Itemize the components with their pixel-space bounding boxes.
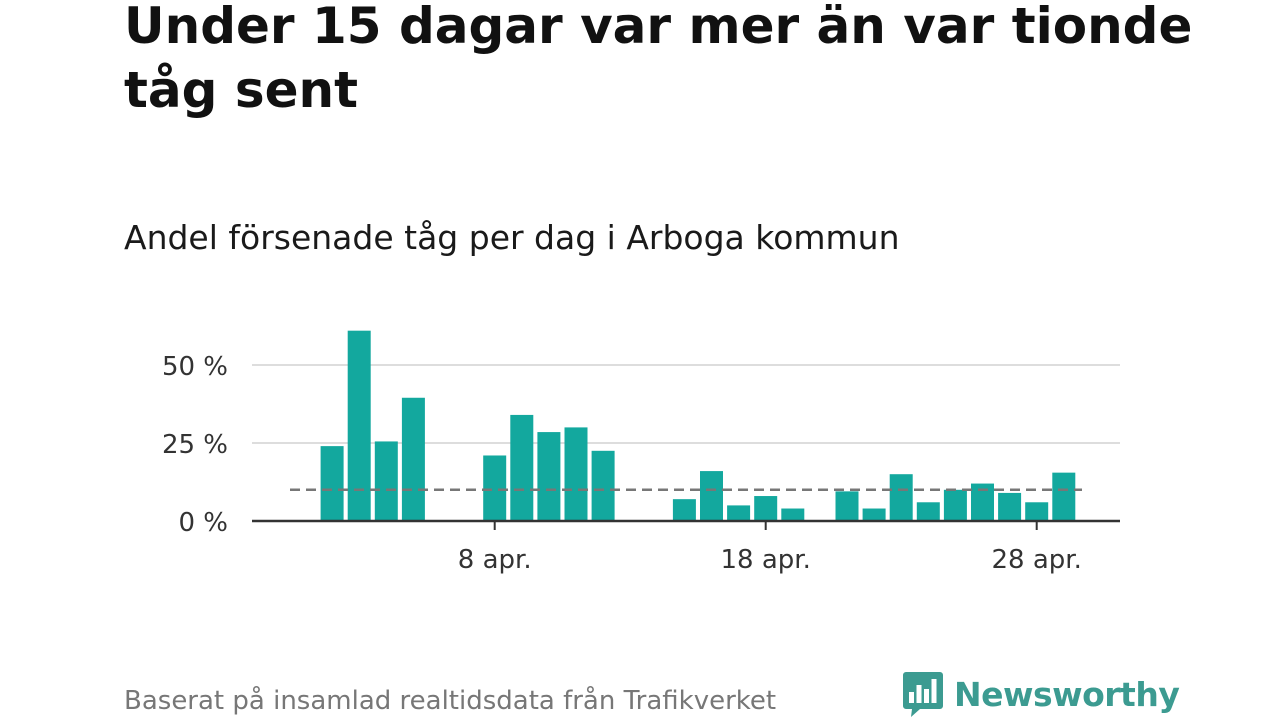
source-note: Baserat på insamlad realtidsdata från Tr… xyxy=(124,686,777,716)
y-tick-label: 25 % xyxy=(162,430,228,460)
bar xyxy=(537,432,561,521)
bar xyxy=(700,471,723,521)
brand-logo: Newsworthy xyxy=(902,670,1180,718)
y-tick-label: 0 % xyxy=(178,508,228,538)
bar xyxy=(889,474,913,521)
bar xyxy=(401,397,425,521)
gridlines xyxy=(252,364,1120,444)
bar xyxy=(483,455,507,521)
bar xyxy=(1025,502,1049,521)
chart-subtitle: Andel försenade tåg per dag i Arboga kom… xyxy=(124,218,900,257)
y-axis-labels: 0 % 25 % 50 % xyxy=(162,352,228,538)
bar-chart: 0 % 25 % 50 % 8 apr. 18 apr. 28 apr. xyxy=(162,330,1120,575)
x-axis: 8 apr. 18 apr. 28 apr. xyxy=(252,519,1120,575)
bar xyxy=(862,508,886,521)
x-tick-label: 18 apr. xyxy=(721,545,811,575)
bar xyxy=(510,414,534,521)
bar xyxy=(781,508,805,521)
bar xyxy=(971,483,994,521)
bar xyxy=(1052,472,1076,521)
bar xyxy=(916,502,940,521)
bar xyxy=(835,491,859,521)
x-tick-label: 28 apr. xyxy=(992,545,1082,575)
bar xyxy=(564,427,588,521)
bar xyxy=(347,330,371,521)
chart-title: Under 15 dagar var mer än var tionde tåg… xyxy=(124,0,1193,119)
bars xyxy=(320,330,1076,521)
bar xyxy=(672,499,696,521)
bar xyxy=(374,441,398,521)
x-tick-label: 8 apr. xyxy=(458,545,532,575)
y-tick-label: 50 % xyxy=(162,352,228,382)
chart-speech-bubble-icon xyxy=(903,672,943,717)
brand-name: Newsworthy xyxy=(954,674,1180,714)
bar xyxy=(943,489,967,521)
bar xyxy=(727,505,751,521)
bar xyxy=(754,496,778,521)
bar xyxy=(591,450,615,521)
bar xyxy=(320,446,344,521)
bar xyxy=(998,492,1022,521)
